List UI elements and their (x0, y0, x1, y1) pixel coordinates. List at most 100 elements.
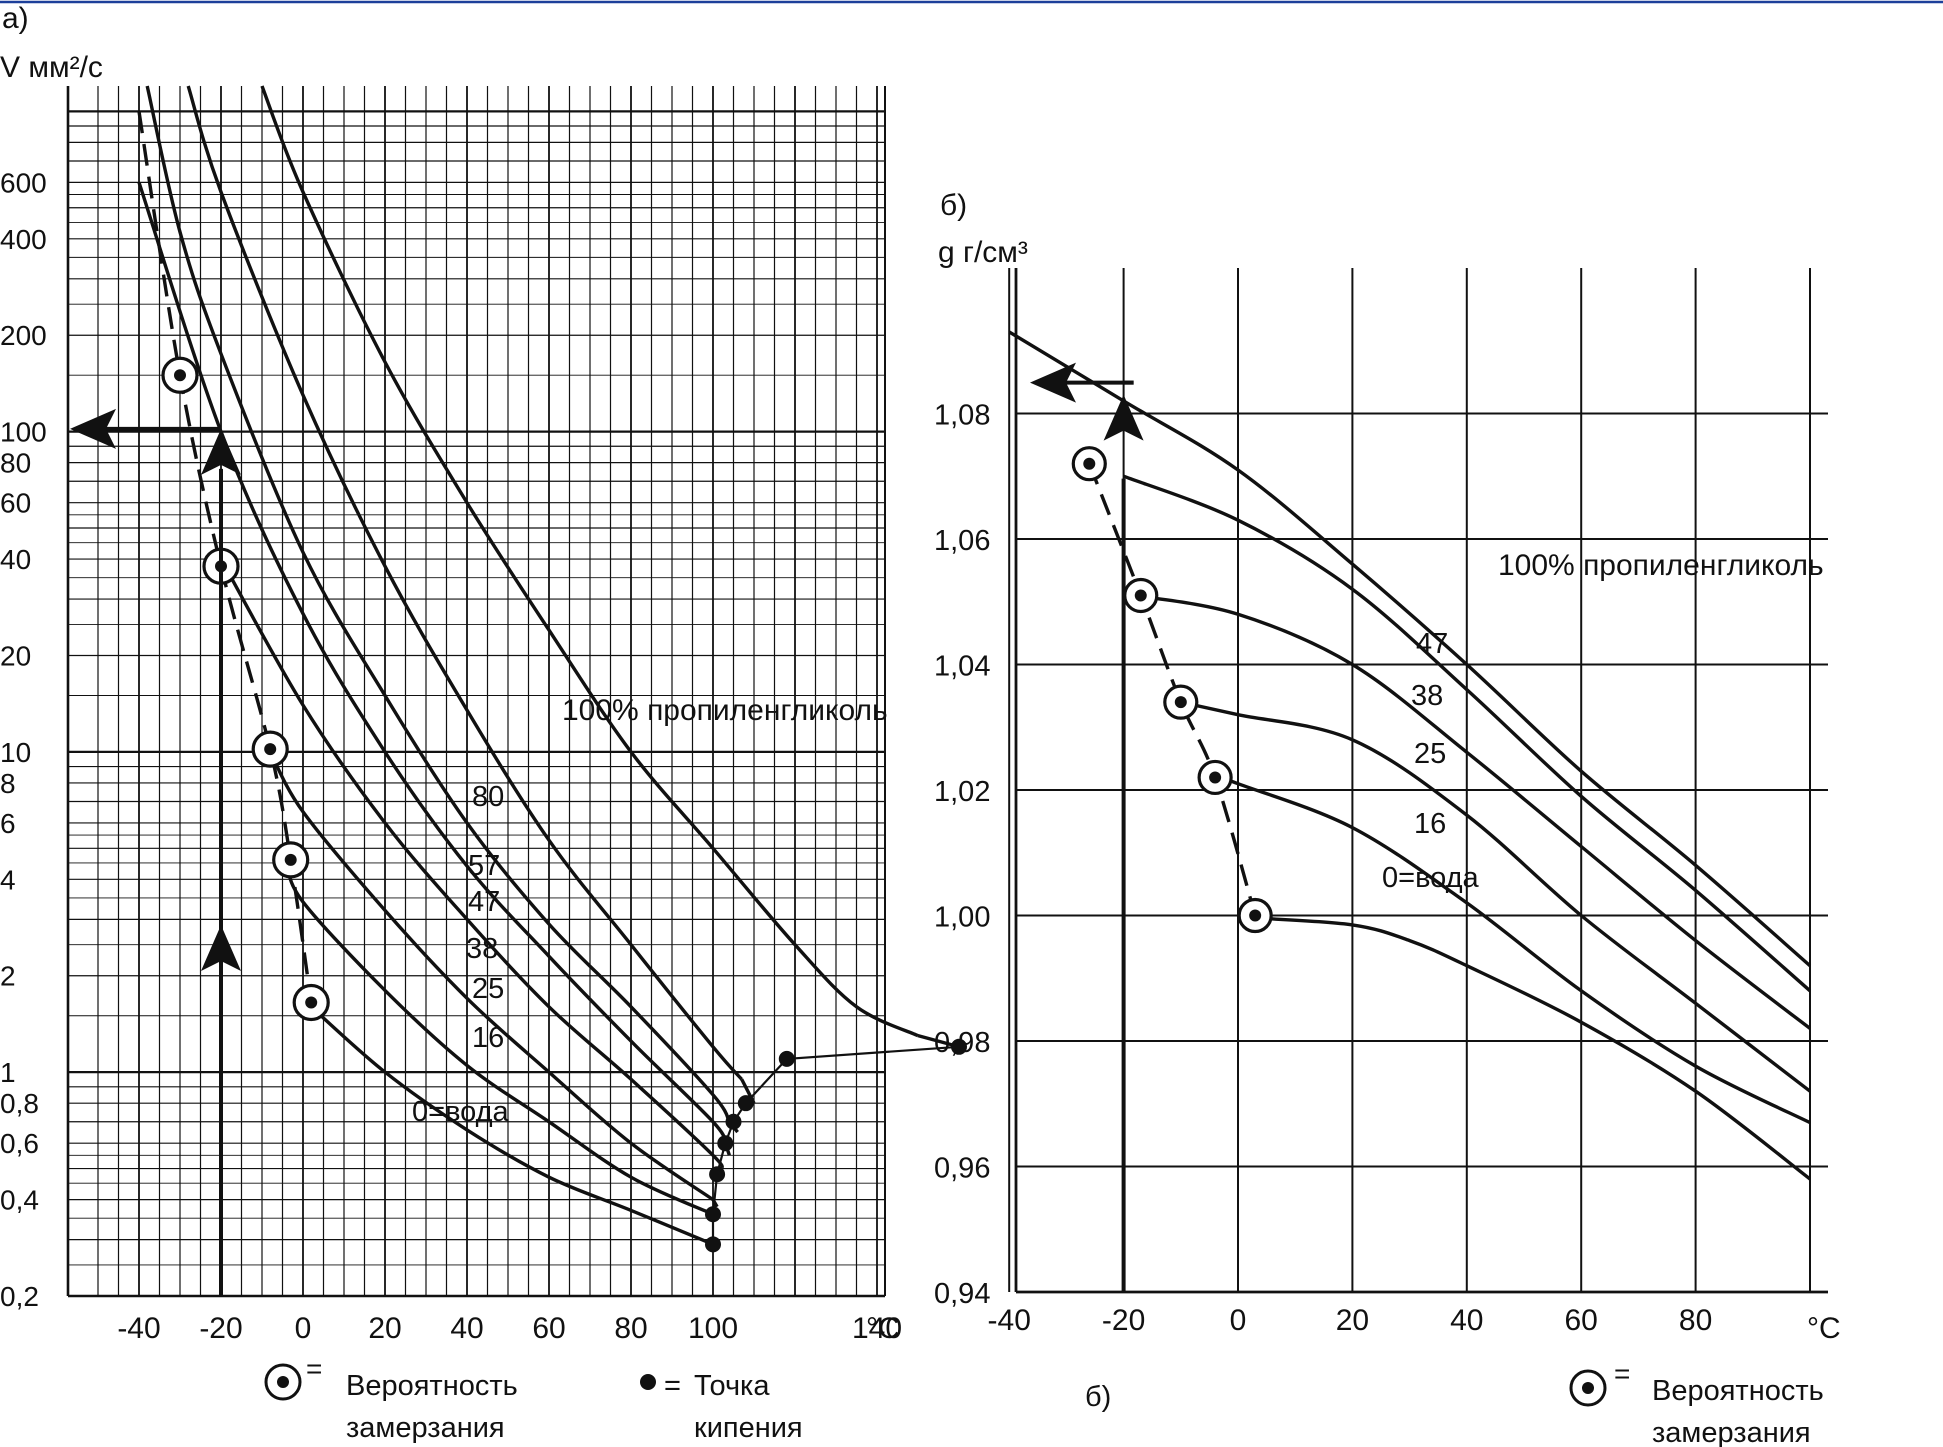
panel-b-example-arrows (1030, 362, 1144, 1292)
panel-b-x-tick-label: -40 (988, 1304, 1031, 1337)
panel-b-label: б) (940, 189, 967, 222)
panel-b-freezing-point-0-dot (1083, 457, 1096, 470)
panel-b-curves (1008, 330, 1812, 1181)
panel-b-freezing-point-3-dot (1209, 771, 1222, 784)
density-chart: б) g г/см³ 1,08 1,06 1,04 1,02 1,00 0,98 0,96 0… (934, 189, 1841, 1447)
panel-b-x-tick-label: 0 (1230, 1304, 1247, 1337)
legend-b-freezing-icon-dot (1582, 1382, 1594, 1394)
panel-b-x-tick-label: 20 (1336, 1304, 1369, 1337)
panel-a-y-tick-label: 0,2 (0, 1281, 39, 1312)
panel-a-curve-3 (137, 181, 727, 1145)
legend-b-freezing-equals: = (1614, 1358, 1630, 1389)
panel-a-y-tick-label: 600 (0, 167, 47, 198)
panel-a-curve-2 (145, 85, 731, 1123)
panel-b-x-tick-label: 60 (1565, 1304, 1598, 1337)
panel-a-label-47: 47 (468, 886, 500, 918)
panel-a-y-tick-label: 400 (0, 224, 47, 255)
panel-b-curve-3 (1180, 700, 1812, 1093)
panel-a-freezing-point-0-dot (174, 369, 186, 382)
panel-b-freezing-point-4-dot (1249, 909, 1262, 922)
panel-a-boiling-point-4 (725, 1113, 742, 1130)
panel-a-curve-tail-5 (711, 1198, 719, 1208)
panel-a-x-tick-label: 80 (614, 1312, 647, 1345)
panel-b-x-ticks: -40 -20 0 20 40 60 80 (988, 1304, 1713, 1337)
panel-a-series-labels: 100% пропиленгликоль 80 57 47 38 25 16 0… (412, 694, 888, 1128)
panel-b-arrow-left (1030, 362, 1076, 403)
panel-a-y-tick-label: 8 (0, 768, 16, 799)
panel-a-arrow-up-lower (201, 925, 241, 971)
legend-freezing-label-line2: замерзания (346, 1412, 505, 1444)
panel-a-x-tick-label: 60 (532, 1312, 565, 1345)
panel-b-y-tick-label: 1,08 (934, 400, 990, 432)
panel-a-boiling-point-5 (737, 1095, 754, 1112)
panel-a-y-tick-label: 6 (0, 808, 16, 839)
panel-a-freezing-point-4-dot (305, 996, 318, 1009)
panel-a-y-tick-label: 0,8 (0, 1088, 39, 1119)
panel-b-curve-0 (1008, 330, 1812, 967)
panel-a-x-tick-label: 140 (852, 1312, 902, 1345)
panel-a-boiling-point-7 (951, 1038, 967, 1055)
panel-a-label-38: 38 (466, 933, 498, 965)
panel-a-x-tick-label: 20 (368, 1312, 401, 1345)
panel-a-curve-7 (310, 1005, 714, 1246)
panel-a-y-tick-label: 60 (0, 488, 31, 519)
panel-a-label: а) (2, 2, 29, 35)
panel-a-label-57: 57 (468, 850, 500, 882)
panel-b-freezing-points (1071, 446, 1273, 934)
panel-a-freezing-points (161, 356, 330, 1022)
viscosity-chart: а) V мм²/с 6004002001008060402010864210,… (0, 2, 967, 1444)
panel-a-x-tick-label: -40 (117, 1312, 160, 1345)
panel-b-y-tick-label: 0,96 (934, 1153, 990, 1185)
panel-b-y-ticks: 1,08 1,06 1,04 1,02 1,00 0,98 0,96 0,94 (934, 400, 990, 1311)
panel-b-freezing-point-1-dot (1134, 589, 1147, 602)
panel-b-label-47: 47 (1416, 628, 1448, 660)
panel-a-freezing-point-2-dot (264, 743, 277, 756)
panel-a-x-tick-label: 100 (688, 1312, 738, 1345)
panel-a-x-tick-label: -20 (199, 1312, 242, 1345)
panel-b-y-axis-title: g г/см³ (938, 236, 1028, 269)
panel-a-boiling-point-1 (705, 1206, 721, 1223)
panel-a-label-25: 25 (472, 973, 504, 1005)
panel-a-grid (66, 86, 886, 1298)
panel-a-freezing-point-3-dot (284, 853, 297, 866)
panel-a-y-tick-label: 100 (0, 417, 47, 448)
panel-a-y-tick-label: 10 (0, 737, 31, 768)
panel-b-y-tick-label: 1,04 (934, 651, 990, 683)
panel-a-x-tick-label: 0 (295, 1312, 312, 1345)
panel-b-label-38: 38 (1411, 680, 1443, 712)
panel-a-y-tick-label: 40 (0, 544, 31, 575)
panel-a-legend: = Вероятность замерзания = Точка кипения (264, 1353, 803, 1444)
panel-b-freezing-point-2-dot (1174, 696, 1187, 709)
panel-b-x-unit: °C (1807, 1312, 1841, 1345)
panel-a-y-tick-label: 80 (0, 448, 31, 479)
panel-b-x-tick-label: 40 (1450, 1304, 1483, 1337)
panel-a-label-16: 16 (472, 1022, 504, 1054)
panel-b-arrow-up (1103, 394, 1144, 441)
panel-a-y-tick-label: 0,4 (0, 1185, 39, 1216)
panel-b-y-tick-label: 0,94 (934, 1278, 990, 1310)
panel-b-curve-2 (1134, 593, 1812, 1030)
panel-b-caption: б) (1085, 1381, 1111, 1413)
panel-a-curve-0 (260, 85, 919, 1038)
panel-a-example-arrows (70, 408, 241, 1296)
panel-a-boiling-point-2 (709, 1166, 726, 1183)
legend-boiling-label-line1: Точка (694, 1370, 770, 1402)
legend-freezing-label-line1: Вероятность (346, 1370, 518, 1402)
panel-b-y-tick-label: 1,06 (934, 525, 990, 557)
panel-b-y-tick-label: 1,00 (934, 902, 990, 934)
legend-boiling-label-line2: кипения (694, 1412, 803, 1444)
panel-a-curve-1 (186, 85, 743, 1081)
panel-a-y-tick-label: 20 (0, 640, 31, 671)
panel-b-y-tick-label: 1,02 (934, 776, 990, 808)
panel-b-curve-1 (1122, 474, 1812, 993)
panel-b-label-100pct: 100% пропиленгликоль (1498, 549, 1824, 582)
panel-a-label-water: 0=вода (412, 1096, 510, 1128)
legend-b-freezing-label-line1: Вероятность (1652, 1375, 1824, 1407)
panel-a-x-tick-label: 40 (450, 1312, 483, 1345)
legend-b-freezing-label-line2: замерзания (1652, 1417, 1811, 1447)
panel-b-label-water: 0=вода (1382, 862, 1480, 894)
panel-a-label-80: 80 (472, 781, 504, 813)
panel-a-boiling-point-0 (705, 1236, 721, 1253)
